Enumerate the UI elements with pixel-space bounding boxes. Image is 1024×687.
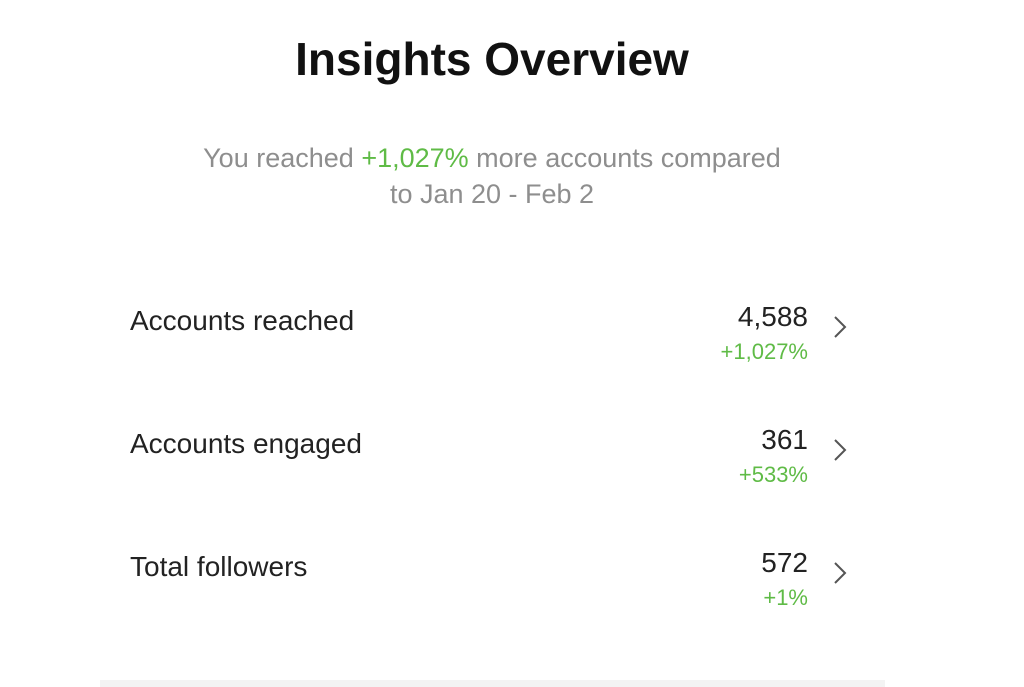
chevron xyxy=(834,439,847,461)
chevron-icon xyxy=(834,316,847,338)
metric-label: Accounts engaged xyxy=(130,428,362,459)
metric-value: 572 xyxy=(761,547,808,578)
chevron xyxy=(834,316,847,338)
chevron-icon xyxy=(834,439,847,461)
metric-row[interactable]: Accounts engaged 361 +533% xyxy=(130,424,850,508)
metric-value: 4,588 xyxy=(737,301,808,332)
metric-label: Accounts reached xyxy=(130,305,355,336)
metric-label: Total followers xyxy=(130,551,308,582)
summary-period: to Jan 20 - Feb 2 xyxy=(389,179,595,209)
divider xyxy=(100,680,885,687)
chevron xyxy=(834,562,847,584)
summary-highlight: +1,027% xyxy=(361,143,469,173)
summary-suffix: more accounts compared xyxy=(476,143,781,173)
summary: You reached +1,027% more accounts compar… xyxy=(0,140,984,212)
metric-value: 361 xyxy=(761,424,808,455)
summary-prefix: You reached xyxy=(203,143,354,173)
metric-row[interactable]: Total followers 572 +1% xyxy=(130,547,850,631)
metric-row[interactable]: Accounts reached 4,588 +1,027% xyxy=(130,301,850,385)
metric-change: +533% xyxy=(738,462,808,487)
title: Insights Overview xyxy=(295,33,689,85)
metric-change: +1,027% xyxy=(720,339,808,364)
chevron-icon xyxy=(834,562,847,584)
metric-change: +1% xyxy=(763,585,808,610)
